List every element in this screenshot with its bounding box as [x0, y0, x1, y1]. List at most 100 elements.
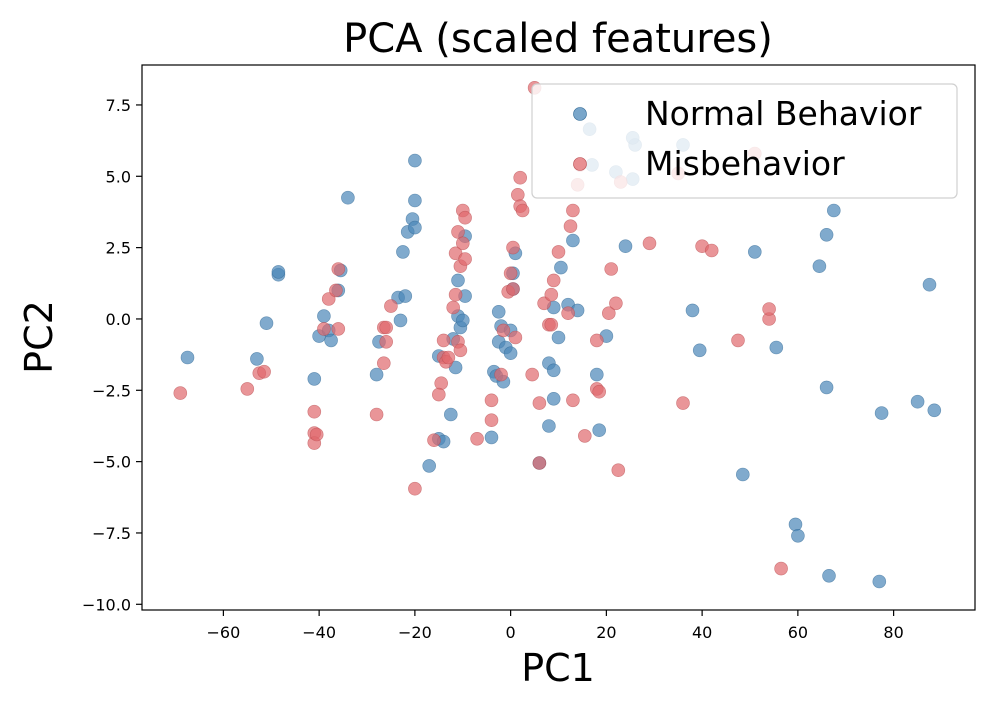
x-tick-label: 40 [692, 623, 712, 642]
data-point-misbehavior [376, 356, 391, 371]
data-point-misbehavior [434, 376, 449, 391]
data-point-normal-behavior [408, 193, 422, 208]
data-point-misbehavior [532, 456, 547, 470]
data-point-misbehavior [451, 225, 465, 239]
data-point-misbehavior [592, 384, 607, 399]
data-point-misbehavior [503, 266, 518, 281]
data-point-misbehavior [510, 188, 525, 202]
data-point-normal-behavior [589, 367, 604, 382]
y-axis-ticks: 7.5 5.0 2.5 0.0 −2.5 −5.0 −7.5 −10.0 [82, 96, 142, 614]
data-point-misbehavior [431, 387, 446, 402]
data-point-misbehavior [446, 300, 461, 315]
legend: Normal Behavior Misbehavior [531, 83, 958, 199]
data-point-misbehavior [515, 203, 530, 218]
data-point-normal-behavior [769, 340, 784, 355]
data-point-misbehavior [604, 262, 619, 276]
data-point-misbehavior [448, 287, 463, 302]
y-tick-label: −2.5 [92, 381, 131, 400]
x-tick-label: 0 [506, 623, 516, 642]
data-point-misbehavior [379, 334, 394, 349]
data-point-normal-behavior [788, 517, 803, 532]
chart-title: PCA (scaled features) [343, 16, 773, 62]
data-point-normal-behavior [369, 367, 384, 382]
data-point-normal-behavior [566, 233, 580, 248]
data-point-normal-behavior [451, 273, 465, 288]
y-tick-label: −5.0 [92, 453, 131, 472]
data-point-misbehavior [257, 364, 271, 379]
data-point-normal-behavior [822, 568, 836, 583]
data-point-normal-behavior [592, 423, 607, 438]
legend-label-misbehavior: Misbehavior [645, 144, 845, 183]
data-point-normal-behavior [271, 265, 286, 279]
x-tick-label: 20 [596, 623, 616, 642]
data-point-misbehavior [577, 429, 592, 443]
data-point-misbehavior [384, 299, 398, 313]
data-point-misbehavior [506, 240, 520, 255]
data-point-normal-behavior [408, 153, 422, 168]
data-point-misbehavior [508, 330, 523, 345]
data-point-misbehavior [513, 170, 528, 185]
data-point-misbehavior [329, 283, 343, 298]
data-point-normal-behavior [180, 350, 195, 365]
data-point-misbehavior [611, 463, 626, 478]
data-point-misbehavior [704, 243, 719, 258]
data-point-misbehavior [566, 203, 580, 218]
data-point-misbehavior [609, 296, 623, 311]
data-point-misbehavior [453, 343, 468, 358]
data-point-misbehavior [506, 282, 520, 296]
data-point-misbehavior [496, 323, 511, 338]
data-point-misbehavior [494, 367, 508, 382]
data-point-misbehavior [484, 413, 499, 428]
data-point-misbehavior [566, 393, 580, 408]
points-layer [173, 81, 942, 589]
x-tick-label: −40 [302, 623, 336, 642]
data-point-normal-behavior [324, 333, 338, 348]
y-tick-label: 2.5 [106, 239, 131, 258]
data-point-normal-behavior [927, 403, 942, 418]
data-point-misbehavior [731, 333, 745, 348]
data-point-misbehavior [589, 333, 604, 348]
plot-area: −60 −40 −20 0 20 40 60 80 7.5 5.0 2.5 0.0 −2.5 −5.0 −… [82, 64, 976, 642]
data-point-misbehavior [309, 427, 324, 442]
data-point-misbehavior [379, 320, 394, 335]
data-point-normal-behavior [393, 313, 408, 328]
series-misbehavior [173, 81, 788, 576]
data-point-normal-behavior [546, 391, 561, 406]
y-tick-label: −10.0 [82, 595, 131, 614]
data-point-misbehavior [307, 404, 322, 419]
data-point-normal-behavior [455, 313, 470, 328]
data-point-misbehavior [762, 302, 776, 316]
y-tick-label: 5.0 [106, 167, 131, 186]
data-point-normal-behavior [819, 228, 834, 242]
data-point-normal-behavior [443, 407, 458, 422]
data-point-normal-behavior [542, 419, 556, 433]
data-point-misbehavior [546, 273, 561, 288]
data-point-normal-behavior [554, 260, 568, 275]
data-point-misbehavior [676, 396, 690, 410]
data-point-normal-behavior [910, 394, 925, 409]
data-point-normal-behavior [317, 309, 331, 323]
data-point-misbehavior [561, 306, 575, 321]
y-axis-label: PC2 [17, 300, 61, 374]
data-point-misbehavior [331, 322, 346, 336]
data-point-misbehavior [173, 386, 188, 400]
x-tick-label: −60 [207, 623, 241, 642]
legend-box [531, 83, 958, 199]
data-point-normal-behavior [341, 190, 355, 205]
data-point-misbehavior [774, 561, 788, 576]
data-point-normal-behavior [503, 346, 518, 361]
data-point-normal-behavior [747, 245, 762, 259]
x-tick-label: 80 [883, 623, 903, 642]
data-point-misbehavior [601, 306, 616, 321]
data-point-normal-behavior [791, 528, 805, 543]
data-point-normal-behavior [491, 304, 506, 319]
y-tick-label: 0.0 [106, 310, 131, 329]
x-axis-label: PC1 [521, 646, 595, 690]
data-point-normal-behavior [874, 406, 889, 420]
y-tick-label: 7.5 [106, 96, 131, 115]
data-point-misbehavior [532, 396, 547, 410]
data-point-misbehavior [331, 262, 346, 276]
data-point-normal-behavior [819, 380, 834, 395]
data-point-normal-behavior [250, 352, 264, 366]
